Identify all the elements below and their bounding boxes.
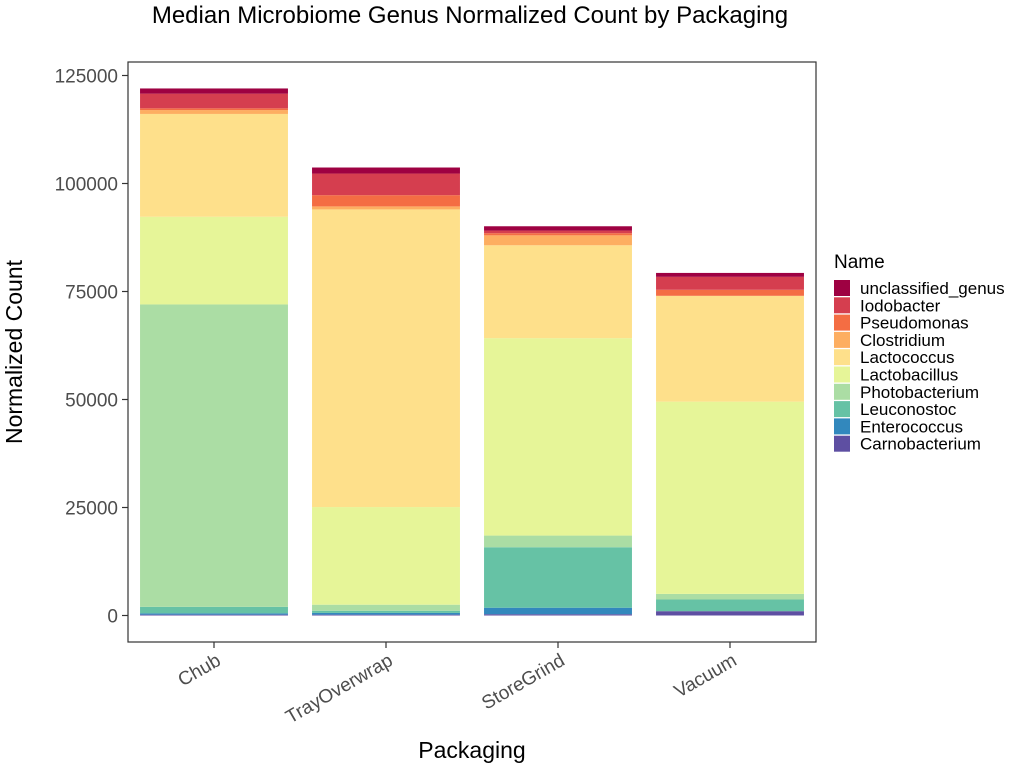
y-tick-label: 125000: [55, 67, 118, 88]
legend-label-lactococcus: Lactococcus: [860, 348, 955, 367]
bar-trayoverwrap-photobacterium: [312, 604, 460, 611]
bar-storegrind-clostridium: [484, 235, 632, 246]
y-axis-title: Normalized Count: [1, 259, 27, 444]
legend-label-clostridium: Clostridium: [860, 331, 945, 350]
bar-trayoverwrap-leuconostoc: [312, 610, 460, 613]
bar-vacuum-iodobacter: [656, 276, 804, 290]
bar-storegrind-pseudomonas: [484, 233, 632, 236]
legend-label-carnobacterium: Carnobacterium: [860, 435, 981, 454]
bar-trayoverwrap-carnobacterium: [312, 614, 460, 616]
x-axis: Chub TrayOverwrap StoreGrind Vacuum: [175, 642, 741, 728]
bar-chub-lactobacillus: [140, 216, 288, 305]
bar-chub-iodobacter: [140, 93, 288, 109]
x-tick-label-chub: Chub: [175, 650, 225, 691]
legend-key-leuconostoc: [834, 401, 850, 418]
y-tick-label: 50000: [65, 391, 118, 412]
legend-key-iodobacter: [834, 297, 850, 314]
bar-vacuum-photobacterium: [656, 593, 804, 600]
bar-vacuum-leuconostoc: [656, 599, 804, 612]
legend-title: Name: [834, 252, 885, 273]
bar-chub-unclassified-genus: [140, 88, 288, 94]
legend-key-enterococcus: [834, 418, 850, 435]
x-tick-label-trayoverwrap: TrayOverwrap: [282, 650, 396, 728]
bar-trayoverwrap-pseudomonas: [312, 195, 460, 207]
legend-key-clostridium: [834, 331, 850, 348]
bar-chub-leuconostoc: [140, 606, 288, 614]
y-tick-label: 100000: [55, 175, 118, 196]
bar-storegrind-leuconostoc: [484, 547, 632, 608]
bar-storegrind-enterococcus: [484, 607, 632, 615]
bar-trayoverwrap-clostridium: [312, 206, 460, 210]
bar-chub-lactococcus: [140, 113, 288, 217]
bar-vacuum-lactobacillus: [656, 401, 804, 594]
legend-key-lactobacillus: [834, 366, 850, 383]
bar-vacuum-unclassified-genus: [656, 272, 804, 277]
legend-label-iodobacter: Iodobacter: [860, 296, 941, 315]
bar-storegrind-carnobacterium: [484, 614, 632, 616]
x-tick-label-vacuum: Vacuum: [671, 650, 741, 702]
bar-chub-clostridium: [140, 110, 288, 114]
bar-vacuum-carnobacterium: [656, 611, 804, 616]
bar-storegrind-unclassified-genus: [484, 226, 632, 231]
bar-trayoverwrap-iodobacter: [312, 173, 460, 196]
legend-key-lactococcus: [834, 349, 850, 366]
x-axis-title: Packaging: [418, 737, 525, 763]
bar-trayoverwrap-unclassified-genus: [312, 167, 460, 174]
legend-label-unclassified-genus: unclassified_genus: [860, 279, 1005, 298]
bar-storegrind-iodobacter: [484, 230, 632, 234]
bar-storegrind-lactococcus: [484, 245, 632, 339]
bar-storegrind-photobacterium: [484, 535, 632, 548]
bar-chub-carnobacterium: [140, 614, 288, 616]
bar-vacuum-lactococcus: [656, 295, 804, 402]
legend-label-photobacterium: Photobacterium: [860, 383, 979, 402]
bar-trayoverwrap-enterococcus: [312, 612, 460, 615]
y-tick-label: 75000: [65, 283, 118, 304]
legend-label-leuconostoc: Leuconostoc: [860, 400, 957, 419]
bar-trayoverwrap-lactobacillus: [312, 507, 460, 605]
plot-border: [127, 61, 817, 643]
chart-title: Median Microbiome Genus Normalized Count…: [152, 2, 788, 29]
bar-vacuum-pseudomonas: [656, 289, 804, 296]
legend-key-pseudomonas: [834, 314, 850, 331]
y-axis: 0 25000 50000 75000 100000 125000: [55, 67, 128, 628]
legend-label-pseudomonas: Pseudomonas: [860, 314, 969, 333]
x-tick-label-storegrind: StoreGrind: [478, 650, 568, 714]
y-tick-label: 25000: [65, 499, 118, 520]
y-tick-label: 0: [107, 607, 118, 628]
bar-chub-enterococcus: [140, 613, 288, 615]
plot-area: [140, 88, 804, 616]
legend-key-carnobacterium: [834, 435, 850, 452]
legend-label-enterococcus: Enterococcus: [860, 417, 963, 436]
bar-storegrind-lactobacillus: [484, 338, 632, 536]
bar-chub-pseudomonas: [140, 108, 288, 111]
bar-chub-photobacterium: [140, 304, 288, 607]
legend-key-unclassified-genus: [834, 280, 850, 296]
legend-key-photobacterium: [834, 383, 850, 400]
legend-label-lactobacillus: Lactobacillus: [860, 366, 958, 385]
bar-trayoverwrap-lactococcus: [312, 209, 460, 508]
legend: Name unclassified_genusIodobacterPseudom…: [834, 252, 1005, 454]
